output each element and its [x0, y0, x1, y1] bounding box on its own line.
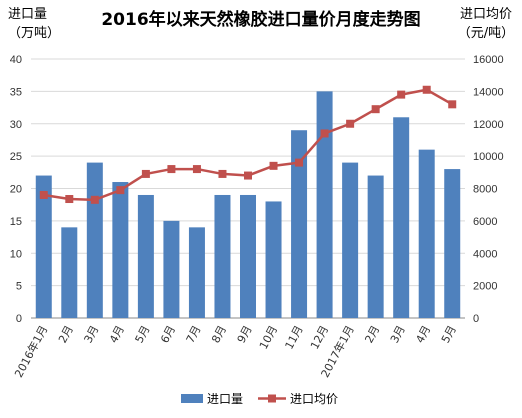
x-tick-label: 11月 [282, 323, 305, 351]
line-point [218, 169, 227, 178]
left-tick-label: 15 [10, 216, 22, 228]
line-point [167, 165, 176, 174]
right-tick-label: 14000 [473, 86, 504, 98]
left-tick-label: 25 [10, 151, 22, 163]
x-tick-label: 8月 [209, 323, 229, 345]
bar [418, 149, 435, 318]
line-point [448, 100, 457, 109]
x-tick-label: 6月 [158, 323, 178, 345]
x-tick-label: 3月 [388, 323, 408, 345]
right-tick-label: 10000 [473, 151, 504, 163]
legend-swatch-bar [181, 394, 203, 403]
right-tick-label: 12000 [473, 119, 504, 131]
right-axis-unit-line2: （元/吨） [458, 26, 514, 41]
legend-label-bar: 进口量 [207, 392, 243, 406]
line-point [422, 85, 431, 94]
x-tick-label: 4月 [107, 323, 127, 345]
x-tick-label: 10月 [257, 323, 280, 351]
bar [291, 130, 308, 318]
x-tick-label: 4月 [413, 323, 433, 345]
left-axis-unit-line1: 进口量 [8, 7, 47, 22]
bar [367, 175, 384, 318]
right-tick-label: 2000 [473, 281, 497, 293]
bar [214, 194, 231, 318]
bar [61, 227, 78, 318]
line-point [397, 90, 406, 99]
left-axis-unit-line2: （万吨） [8, 26, 60, 41]
x-tick-label: 5月 [133, 323, 153, 345]
line-point [116, 186, 125, 195]
line-point [244, 171, 252, 180]
left-tick-label: 20 [10, 184, 22, 196]
line-point [39, 190, 48, 199]
gridlines [31, 58, 465, 319]
x-tick-label: 5月 [439, 323, 459, 345]
line-point [192, 165, 201, 174]
left-tick-label: 40 [10, 54, 22, 66]
right-tick-label: 4000 [473, 248, 497, 260]
bar [393, 117, 410, 319]
line-point [346, 119, 355, 128]
right-axis-ticks: 0 2000 4000 6000 8000 10000 12000 14000 16000 [473, 54, 504, 325]
line-point [90, 195, 99, 204]
legend-swatch-marker [268, 394, 276, 403]
bar [137, 194, 154, 318]
x-tick-label: 3月 [82, 323, 102, 345]
bar [316, 91, 333, 318]
bar [444, 169, 461, 318]
bar [240, 194, 256, 318]
line-point [320, 129, 329, 138]
bar [265, 201, 282, 318]
line-point [141, 169, 150, 178]
line-point [295, 158, 304, 167]
x-tick-label: 7月 [184, 323, 204, 345]
right-tick-label: 6000 [473, 216, 497, 228]
line-path [43, 88, 453, 202]
x-tick-label: 2016年1月 [11, 323, 50, 380]
line-point [65, 195, 74, 204]
line-point [269, 161, 278, 170]
left-tick-label: 0 [16, 313, 22, 325]
bar-series [35, 91, 461, 319]
left-tick-label: 30 [10, 119, 22, 131]
bar [342, 162, 359, 318]
right-axis-unit-line1: 进口均价 [460, 7, 512, 22]
x-tick-label: 12月 [308, 323, 331, 351]
right-tick-label: 8000 [473, 184, 497, 196]
bar [86, 162, 103, 318]
legend-label-line: 进口均价 [290, 392, 338, 406]
left-tick-label: 5 [16, 281, 22, 293]
right-tick-label: 16000 [473, 54, 504, 66]
bar [188, 227, 205, 318]
line-point [371, 105, 380, 114]
chart-title: 2016年以来天然橡胶进口量价月度走势图 [101, 9, 420, 30]
line-series [39, 85, 457, 204]
bar [35, 175, 52, 318]
left-tick-label: 35 [10, 86, 22, 98]
x-tick-label: 2月 [362, 323, 382, 345]
legend: 进口量 进口均价 [181, 392, 338, 406]
left-tick-label: 10 [10, 248, 22, 260]
right-tick-label: 0 [473, 313, 479, 325]
x-tick-label: 9月 [235, 323, 255, 345]
bar [163, 220, 180, 318]
left-axis-ticks: 0 5 10 15 20 25 30 35 40 [10, 54, 22, 325]
bar [112, 182, 129, 318]
x-tick-label: 2月 [56, 323, 76, 345]
